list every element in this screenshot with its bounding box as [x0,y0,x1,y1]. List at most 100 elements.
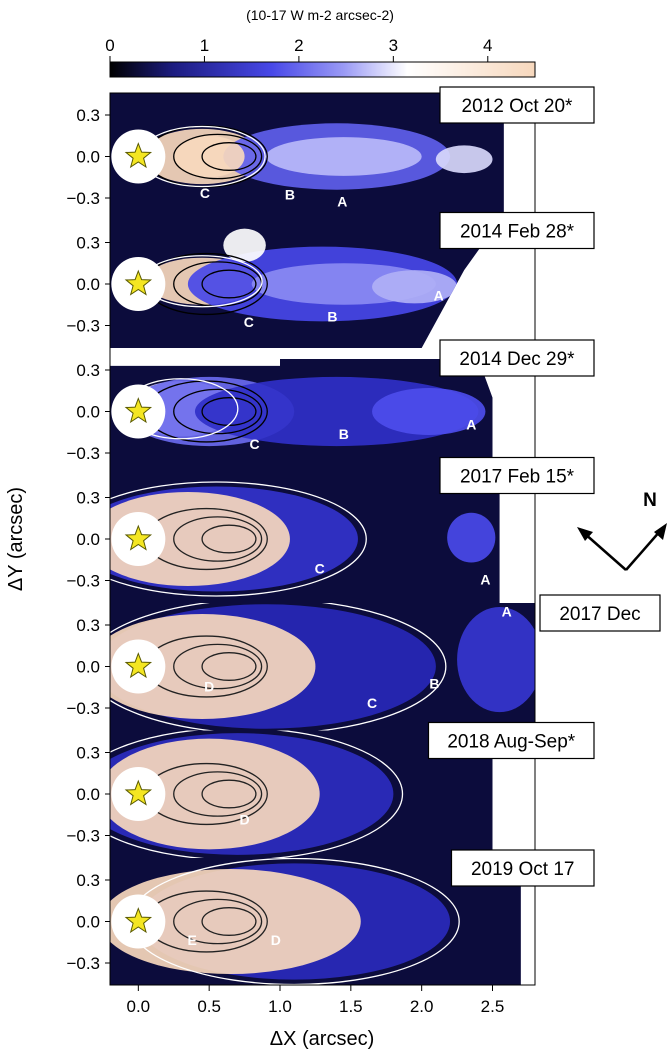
epoch-label-box [439,339,595,377]
compass-arrow-east [583,532,627,571]
feature-label: A [480,572,490,588]
y-tick-label: 0.3 [76,616,100,635]
panel-labels: C B A 2012 Oct 20* A B C 2014 Feb 28* A B C 2014 De… [187,86,661,948]
contour-line [110,730,404,858]
epoch-label: 2017 Feb 15* [460,467,575,488]
star-icon [124,652,153,679]
emission-region [372,387,486,436]
emission-region [265,137,422,176]
epoch-label-box [439,86,595,124]
y-tick-label: −0.3 [66,444,100,463]
y-tick-label: 0.0 [76,913,100,932]
feature-label: C [244,314,254,330]
epoch-label-box [439,456,595,495]
y-axis-title: ΔY (arcsec) [5,487,27,591]
epoch-label: 2019 Oct 17 [471,859,575,880]
colorbar [109,61,536,78]
contour-line [201,652,257,681]
y-tick-label: −0.3 [66,954,100,973]
epoch-label: 2014 Dec 29* [459,349,575,370]
x-axis-title: ΔX (arcsec) [270,1028,374,1050]
epoch-label: 2014 Feb 28* [460,222,575,243]
emission-region [110,868,361,975]
heatmap-panel [110,93,504,221]
colorbar-tick-label: 3 [389,36,398,55]
y-tick-label: 0.3 [76,871,100,890]
feature-label: C [315,561,325,577]
y-tick-label: 0.0 [76,275,100,294]
feature-label: D [204,678,214,694]
contour-line [201,907,257,936]
epoch-label: 2018 Aug-Sep* [447,732,575,753]
emission-region [173,135,245,178]
y-tick-label: 0.0 [76,148,100,167]
star-icon [124,779,153,806]
heatmap-panels [110,93,535,985]
y-tick-label: 0.3 [76,489,100,508]
colorbar-tick-label: 1 [200,36,209,55]
contour-line [173,516,263,562]
colorbar-ticks: 0 1 2 3 4 [105,36,493,62]
y-tick-label: 0.3 [76,744,100,763]
star-icon [124,397,153,424]
heatmap-panel [110,358,493,476]
epoch-label-box [539,594,661,632]
epoch-label-box [439,211,595,250]
epoch-label-box [427,721,595,760]
y-tick-label: 0.0 [76,658,100,677]
feature-label: D [271,932,281,948]
feature-label: A [434,288,444,304]
emission-region [457,607,535,713]
heatmap-panel [110,475,500,603]
y-tick-label: 0.3 [76,234,100,253]
axes: 0.3 0.0 −0.3 0.3 0.0 −0.3 0.3 0.0 −0.3 0.3 0.0 −0.3… [66,106,504,1016]
feature-label: B [339,426,349,442]
emission-region [223,228,266,262]
emission-region [447,512,496,563]
y-tick-label: −0.3 [66,316,100,335]
colorbar-tick-label: 2 [294,36,303,55]
y-tick-label: 0.0 [76,403,100,422]
epoch-label: 2017 Dec [559,604,640,625]
contour-line [201,269,257,299]
compass-rose: N [577,490,667,571]
emission-region [110,738,320,850]
compass-arrow-north-head [654,523,667,540]
star-icon [124,524,153,551]
y-tick-label: −0.3 [66,826,100,845]
feature-label: B [429,676,439,692]
x-tick-label: 1.0 [268,997,292,1016]
contour-line [173,898,263,945]
emission-region [110,613,316,720]
y-tick-label: −0.3 [66,699,100,718]
epoch-label: 2012 Oct 20* [462,96,574,117]
emission-region [435,145,493,174]
star-icon [124,269,153,296]
star-icon [124,907,153,934]
feature-label: C [200,185,210,201]
contour-line [110,603,447,731]
feature-label: C [367,695,377,711]
contour-line [173,388,263,435]
y-tick-label: 0.0 [76,785,100,804]
compass-arrow-north [625,529,662,571]
contour-line [173,771,263,817]
x-tick-label: 1.5 [339,997,363,1016]
contour-line [201,779,257,809]
epoch-label-box [450,849,595,887]
y-tick-label: −0.3 [66,189,100,208]
colorbar-title: (10-17 W m-2 arcsec-2) [246,7,394,23]
x-tick-label: 2.0 [410,997,434,1016]
compass-arrow-east-head [577,527,593,541]
heatmap-panel [110,220,500,348]
y-tick-label: −0.3 [66,571,100,590]
feature-label: A [337,193,347,209]
compass-north-label: N [643,490,657,511]
feature-label: A [502,604,512,620]
contour-line [173,643,263,690]
star-icon [124,142,153,169]
feature-label: E [187,932,196,948]
contour-line [110,481,367,597]
contour-line [201,142,257,171]
